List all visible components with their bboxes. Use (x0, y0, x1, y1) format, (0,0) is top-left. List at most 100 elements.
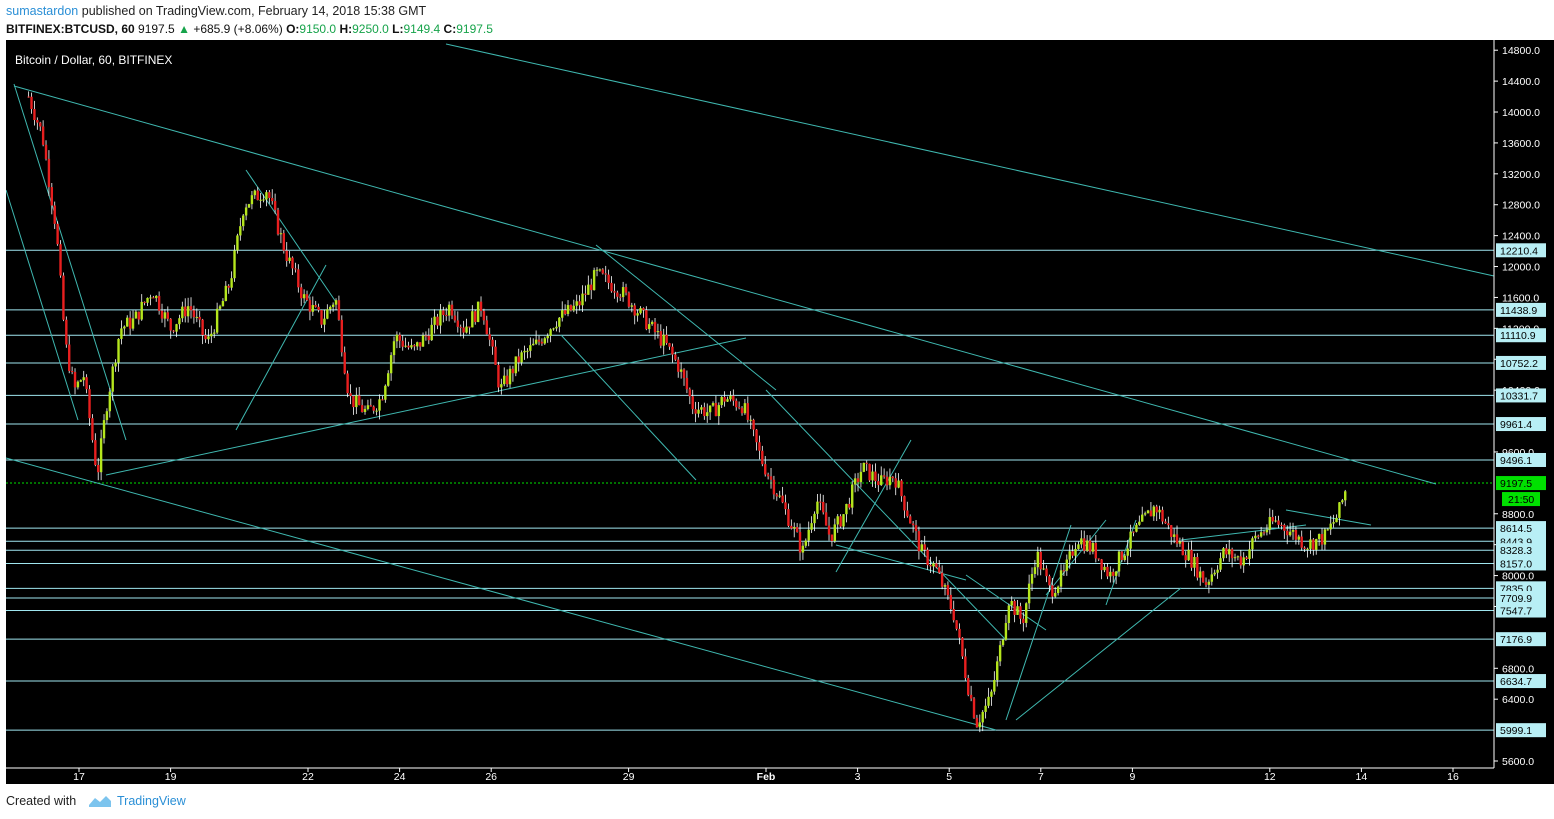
candle-body (691, 396, 694, 410)
candle-body (990, 691, 993, 697)
x-tick-label: 14 (1356, 771, 1368, 783)
candle-body (679, 369, 683, 372)
trendline (835, 439, 912, 573)
tradingview-logo-icon[interactable] (88, 794, 112, 808)
open-value: 9150.0 (299, 22, 337, 36)
candle-body (694, 409, 697, 414)
candle-body (1039, 551, 1042, 570)
candle-body (720, 396, 723, 406)
tradingview-link[interactable]: TradingView (117, 794, 186, 808)
price-change: +685.9 (+8.06%) (193, 22, 283, 36)
candle-body (1132, 531, 1135, 533)
candle-body (1294, 530, 1298, 540)
candle-body (331, 304, 335, 307)
candle-body (801, 545, 805, 553)
candle-body (685, 377, 689, 390)
candle-body (401, 340, 404, 347)
candle-body (1338, 502, 1341, 518)
candle-body (1236, 556, 1240, 558)
candle-body (874, 471, 877, 482)
candlestick-chart[interactable]: 17 19 22 24 26 29 Feb 3 5 7 9 12 14 16 14800.0 14400.0… (6, 40, 1554, 784)
candle-body (746, 403, 750, 420)
candle-body (1230, 549, 1234, 559)
candle-body (207, 336, 210, 340)
candle-body (430, 324, 433, 341)
candle-body (793, 527, 796, 529)
candle-body (300, 287, 303, 299)
candle-body (143, 301, 146, 303)
candle-body (172, 330, 175, 332)
candle-body (1329, 523, 1332, 530)
level-label: 7709.9 (1500, 593, 1532, 605)
candle-body (302, 294, 306, 299)
candle-body (476, 301, 480, 322)
candle-body (1091, 542, 1095, 552)
candle-body (387, 373, 390, 386)
candle-body (1326, 529, 1330, 531)
level-label-box (1496, 632, 1546, 647)
trendline (13, 85, 1437, 485)
candle-body (1141, 514, 1144, 522)
candle-body (920, 544, 924, 552)
candle-body (44, 144, 48, 159)
candle-body (1167, 523, 1170, 526)
chart-area[interactable]: 17 19 22 24 26 29 Feb 3 5 7 9 12 14 16 14800.0 14400.0… (6, 40, 1554, 784)
candle-body (488, 334, 491, 340)
candle-body (273, 201, 277, 210)
candle-body (906, 510, 909, 517)
candle-body (474, 311, 477, 322)
candle-body (1280, 524, 1283, 526)
candle-body (358, 395, 361, 406)
candle-body (590, 284, 593, 291)
candle-body (520, 352, 523, 363)
candle-body (700, 407, 703, 410)
candle-body (1109, 571, 1112, 577)
candle-body (210, 333, 213, 337)
created-with-text: Created with (6, 794, 77, 808)
candle-body (566, 305, 570, 314)
candle-body (1332, 522, 1335, 524)
candle-body (381, 399, 384, 401)
candle-body (97, 464, 100, 473)
level-label: 7176.9 (1500, 634, 1532, 646)
candle-body (1120, 551, 1124, 560)
candle-body (82, 377, 85, 381)
candle-body (958, 628, 961, 638)
candle-body (407, 345, 410, 348)
chart-header: sumastardon published on TradingView.com… (0, 0, 1554, 40)
candle-body (1013, 601, 1016, 615)
candle-body (33, 109, 36, 121)
candle-body (366, 405, 370, 409)
author-link[interactable]: sumastardon (6, 4, 79, 18)
candle-body (468, 326, 471, 328)
footer: Created with TradingView (0, 784, 1554, 819)
trendline (1015, 587, 1182, 721)
candle-body (416, 342, 419, 347)
candle-body (91, 418, 94, 441)
candle-body (659, 331, 663, 346)
level-label-box (1496, 590, 1546, 605)
candle-body (940, 572, 944, 587)
trendline (6, 457, 997, 731)
candle-body (308, 300, 312, 312)
candle-body (465, 326, 468, 333)
candle-body (827, 525, 831, 535)
candle-body (1268, 516, 1272, 530)
open-label: O: (286, 22, 300, 36)
candle-body (215, 308, 219, 333)
trendline (595, 244, 777, 391)
candle-body (1257, 535, 1260, 537)
x-tick-label: 24 (394, 771, 406, 783)
candle-body (1178, 541, 1182, 544)
candle-body (70, 370, 74, 372)
candle-body (677, 359, 680, 372)
candle-body (186, 306, 190, 317)
candle-body (294, 268, 297, 270)
x-tick-label: 16 (1447, 771, 1459, 783)
candle-body (549, 329, 552, 336)
candle-body (68, 344, 71, 371)
level-label: 9496.1 (1500, 455, 1532, 467)
level-label: 10331.7 (1500, 390, 1538, 402)
candle-body (349, 393, 352, 397)
candle-body (178, 318, 181, 325)
